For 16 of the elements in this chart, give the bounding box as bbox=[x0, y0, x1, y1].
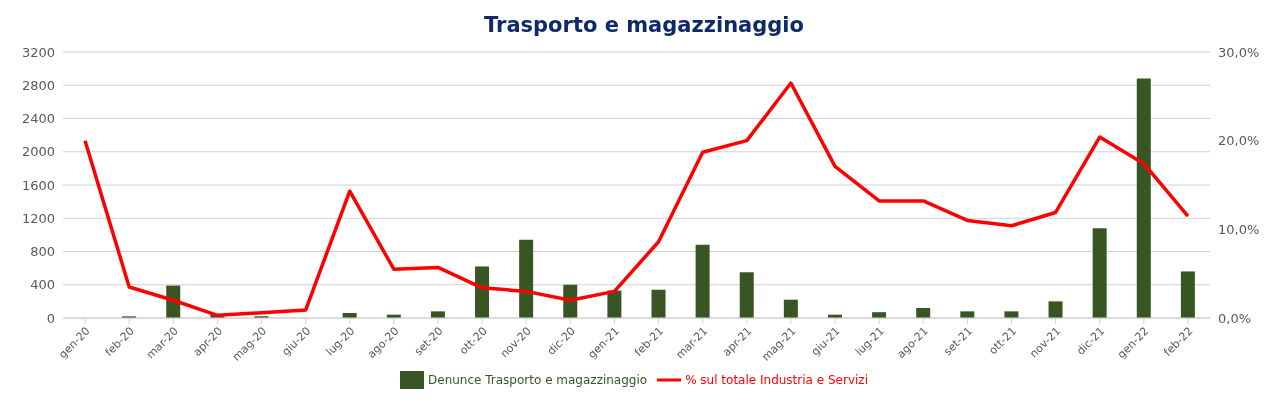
y2-tick-label: 0,0% bbox=[1218, 310, 1252, 326]
y-tick-label: 2800 bbox=[21, 77, 55, 93]
y2-tick-label: 10,0% bbox=[1218, 221, 1260, 237]
legend-label: Denunce Trasporto e magazzinaggio bbox=[428, 372, 648, 387]
y-tick-label: 1200 bbox=[21, 210, 55, 226]
chart-title: Trasporto e magazzinaggio bbox=[483, 12, 805, 39]
legend-label: % sul totale Industria e Servizi bbox=[685, 372, 868, 387]
y-tick-label: 0 bbox=[46, 310, 55, 326]
y-tick-label: 400 bbox=[30, 277, 55, 293]
y-tick-label: 3200 bbox=[21, 44, 55, 60]
y-tick-label: 2400 bbox=[21, 111, 55, 127]
y-tick-label: 1600 bbox=[21, 177, 55, 193]
y-tick-label: 2000 bbox=[21, 144, 55, 160]
y-tick-label: 800 bbox=[30, 244, 55, 260]
y2-tick-label: 30,0% bbox=[1218, 44, 1260, 60]
y2-tick-label: 20,0% bbox=[1218, 133, 1260, 149]
